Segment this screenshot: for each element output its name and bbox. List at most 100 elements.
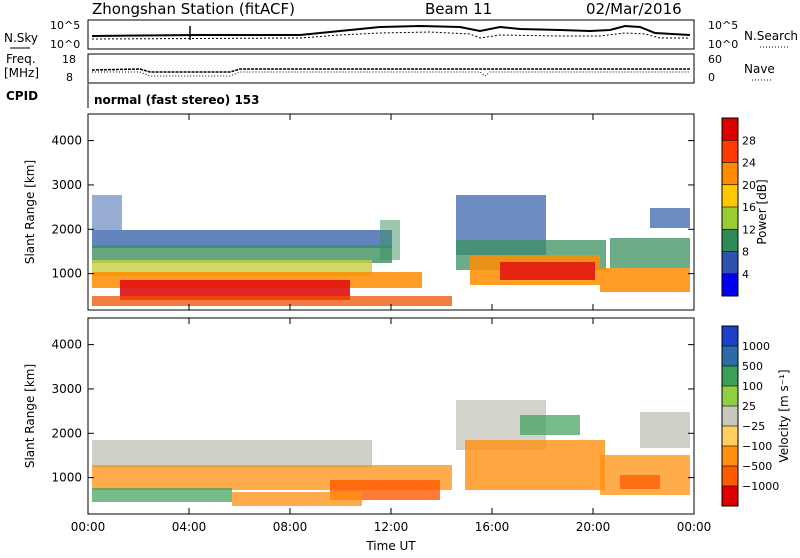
velocity-ytick-label: 4000	[51, 338, 82, 352]
velocity-xtick-label: 00:00	[677, 520, 712, 534]
velocity-colorbar-segment	[722, 466, 738, 487]
freq-label: Freq.	[6, 52, 36, 66]
velocity-colorbar-tick-label: 1000	[742, 340, 770, 353]
freq-panel-frame	[87, 53, 695, 84]
power-ytick-label: 3000	[51, 178, 82, 192]
power-ylabel: Slant Range [km]	[23, 160, 37, 264]
velocity-x-axis: 00:00 04:00 08:00 12:00 16:00 20:00 00:00	[71, 318, 712, 534]
power-colorbar-segment	[722, 207, 738, 230]
velocity-colorbar-segment	[722, 386, 738, 407]
power-x-ticks	[87, 114, 695, 310]
vel-band-low-orange	[232, 492, 362, 506]
power-band-green	[92, 245, 392, 263]
nave-label: Nave	[744, 62, 775, 76]
cpid-text: normal (fast stereo) 153	[94, 93, 260, 107]
power-colorbar-tick-label: 8	[742, 246, 749, 259]
velocity-colorbar-tick-label: −500	[742, 460, 772, 473]
velocity-xtick-label: 20:00	[576, 520, 611, 534]
power-ytick-label: 1000	[51, 267, 82, 281]
velocity-colorbar-tick-label: −100	[742, 440, 772, 453]
power-late-green	[610, 238, 690, 268]
velocity-colorbar-segment	[722, 326, 738, 347]
velocity-xlabel: Time UT	[365, 539, 416, 553]
velocity-colorbar: 1000 500 100 25 −25 −100 −500 −1000	[721, 325, 779, 507]
vel-evening-green	[520, 415, 580, 435]
velocity-ytick-label: 1000	[51, 471, 82, 485]
cpid-label: CPID	[6, 89, 38, 103]
velocity-xtick-label: 04:00	[172, 520, 207, 534]
velocity-xtick-label: 12:00	[374, 520, 409, 534]
velocity-xtick-label: 16:00	[475, 520, 510, 534]
power-band-low	[92, 296, 452, 306]
nsearch-tick-bottom: 10^0	[708, 38, 738, 51]
velocity-colorbar-frame	[721, 325, 739, 507]
freq-trace	[91, 68, 690, 73]
velocity-colorbar-tick-label: 500	[742, 360, 763, 373]
nave-trace	[92, 71, 690, 77]
velocity-colorbar-tick-label: 25	[742, 400, 756, 413]
nsky-label: N.Sky	[4, 31, 38, 45]
velocity-colorbar-segment	[722, 406, 738, 427]
velocity-y-axis: 4000 3000 2000 1000	[51, 338, 694, 485]
velocity-data-layer	[92, 400, 690, 506]
power-colorbar-tick-label: 4	[742, 268, 749, 281]
power-colorbar-segment	[722, 162, 738, 186]
power-colorbar-segment	[722, 229, 738, 252]
velocity-colorbar-segment	[722, 426, 738, 447]
velocity-colorbar-tick-label: −1000	[742, 480, 779, 493]
sky-panel-frame	[87, 19, 695, 50]
power-colorbar-tick-label: 24	[742, 157, 756, 170]
velocity-colorbar-segment	[722, 446, 738, 467]
nsky-trace	[91, 24, 691, 37]
power-colorbar-tick-label: 16	[742, 201, 756, 214]
power-data-layer	[92, 195, 690, 306]
freq-tick-bottom: 8	[66, 71, 73, 84]
nsky-tick-top: 10^5	[50, 19, 80, 32]
power-colorbar-tick-label: 28	[742, 134, 756, 147]
velocity-ylabel: Slant Range [km]	[23, 364, 37, 468]
power-ytick-label: 2000	[51, 222, 82, 236]
beam-label: Beam 11	[425, 0, 492, 18]
velocity-xtick-label: 00:00	[71, 520, 106, 534]
velocity-colorbar-segment	[722, 486, 738, 507]
vel-band-green	[92, 488, 232, 502]
nave-tick-top: 60	[708, 53, 722, 66]
vel-late-red	[620, 475, 660, 489]
power-colorbar-segment	[722, 184, 738, 208]
velocity-colorbar-label: Velocity [m s⁻¹]	[777, 369, 791, 462]
velocity-xtick-label: 08:00	[273, 520, 308, 534]
power-colorbar: 28 24 20 16 12 8 4	[721, 117, 756, 297]
vel-band-grey-upper	[92, 440, 372, 468]
power-colorbar-segment	[722, 273, 738, 297]
power-late-orange	[600, 268, 690, 292]
power-noise-1	[92, 195, 122, 230]
freq-tick-top: 18	[62, 53, 76, 66]
velocity-colorbar-segment	[722, 366, 738, 387]
nsky-tick-bottom: 10^0	[50, 38, 80, 51]
power-colorbar-label: Power [dB]	[755, 179, 769, 244]
nave-tick-bottom: 0	[708, 71, 715, 84]
nsearch-label: N.Search	[744, 29, 798, 43]
velocity-colorbar-tick-label: 100	[742, 380, 763, 393]
power-colorbar-segment	[722, 140, 738, 163]
power-band-blue-upper	[92, 230, 392, 248]
velocity-ytick-label: 2000	[51, 426, 82, 440]
power-colorbar-segment	[722, 118, 738, 141]
freq-unit-label: [MHz]	[4, 66, 39, 80]
power-late-blue	[650, 208, 690, 228]
vel-late-grey	[640, 412, 690, 448]
power-evening-red	[500, 262, 595, 280]
power-colorbar-tick-label: 20	[742, 179, 756, 192]
velocity-ytick-label: 3000	[51, 382, 82, 396]
power-colorbar-segment	[722, 251, 738, 275]
date-label: 02/Mar/2016	[586, 0, 682, 18]
vel-evening-orange	[465, 440, 605, 490]
power-panel: Slant Range [km] 4000 3000 2000 1000	[23, 113, 695, 311]
velocity-colorbar-tick-label: −25	[742, 420, 765, 433]
chart-title: Zhongshan Station (fitACF)	[92, 0, 295, 18]
power-y-axis: 4000 3000 2000 1000	[51, 134, 694, 281]
velocity-colorbar-segment	[722, 346, 738, 367]
power-band-red-core	[120, 280, 350, 300]
